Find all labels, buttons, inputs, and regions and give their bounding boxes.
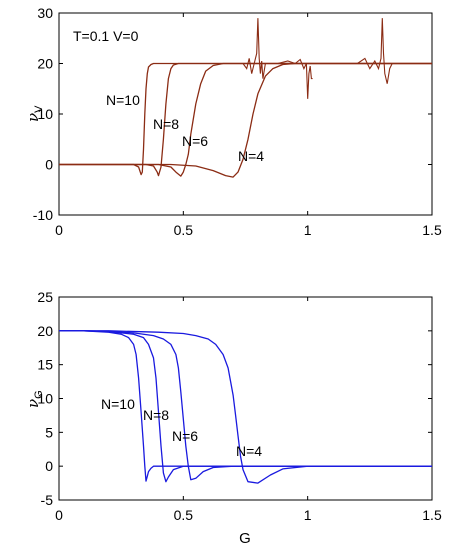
series-group: N=10 N=8N=6 N=4 <box>59 18 432 178</box>
x-tick-label: 0.5 <box>174 507 194 523</box>
y-tick-label: 25 <box>37 289 53 305</box>
y-tick-label: 0 <box>45 157 53 173</box>
x-tick-label: 0 <box>55 222 63 238</box>
y-tick-label: 20 <box>37 56 53 72</box>
y-tick-label: 0 <box>45 458 53 474</box>
series-group: N=10 N=8N=6 N=4 <box>59 330 432 484</box>
series-line-n4 <box>59 330 432 484</box>
x-tick-label: 1 <box>304 222 312 238</box>
y-axis-label: νG <box>24 390 45 408</box>
series-label-n4: N=4 <box>236 443 262 459</box>
series-line-n8 <box>59 62 432 177</box>
y-tick-label: 15 <box>37 357 53 373</box>
series-label-n10: N=10 <box>106 92 140 108</box>
x-tick-label: 1.5 <box>422 507 442 523</box>
series-label-n8: N=8 <box>143 407 169 423</box>
series-line-n6 <box>59 330 432 481</box>
condition-annotation: T=0.1 V=0 <box>73 28 139 44</box>
noise-spike-line <box>242 18 268 79</box>
x-axis-label: G <box>239 530 251 547</box>
series-label-n4: N=4 <box>238 148 264 164</box>
series-label-n10: N=10 <box>101 396 135 412</box>
x-tick-label: 1.5 <box>422 222 442 238</box>
plot-area-frame <box>58 12 433 216</box>
y-tick-label: -5 <box>41 492 54 508</box>
x-tick-label: 0.5 <box>174 222 194 238</box>
y-tick-label: 30 <box>37 5 53 21</box>
noise-spike-line <box>357 18 393 84</box>
y-tick-label: 10 <box>37 106 53 122</box>
y-axis-label: νV <box>24 105 45 122</box>
series-line-n6 <box>59 62 432 177</box>
series-label-n6: N=6 <box>182 133 208 149</box>
series-line-n4 <box>59 62 432 178</box>
series-label-n8: N=8 <box>153 116 179 132</box>
series-line-n10 <box>59 330 432 482</box>
x-tick-label: 0 <box>55 507 63 523</box>
y-tick-label: 20 <box>37 323 53 339</box>
x-tick-label: 1 <box>304 507 312 523</box>
y-tick-label: -10 <box>33 207 53 223</box>
series-line-n10 <box>59 62 432 176</box>
series-label-n6: N=6 <box>172 428 198 444</box>
y-tick-label: 5 <box>45 424 53 440</box>
y-tick-label: 10 <box>37 391 53 407</box>
